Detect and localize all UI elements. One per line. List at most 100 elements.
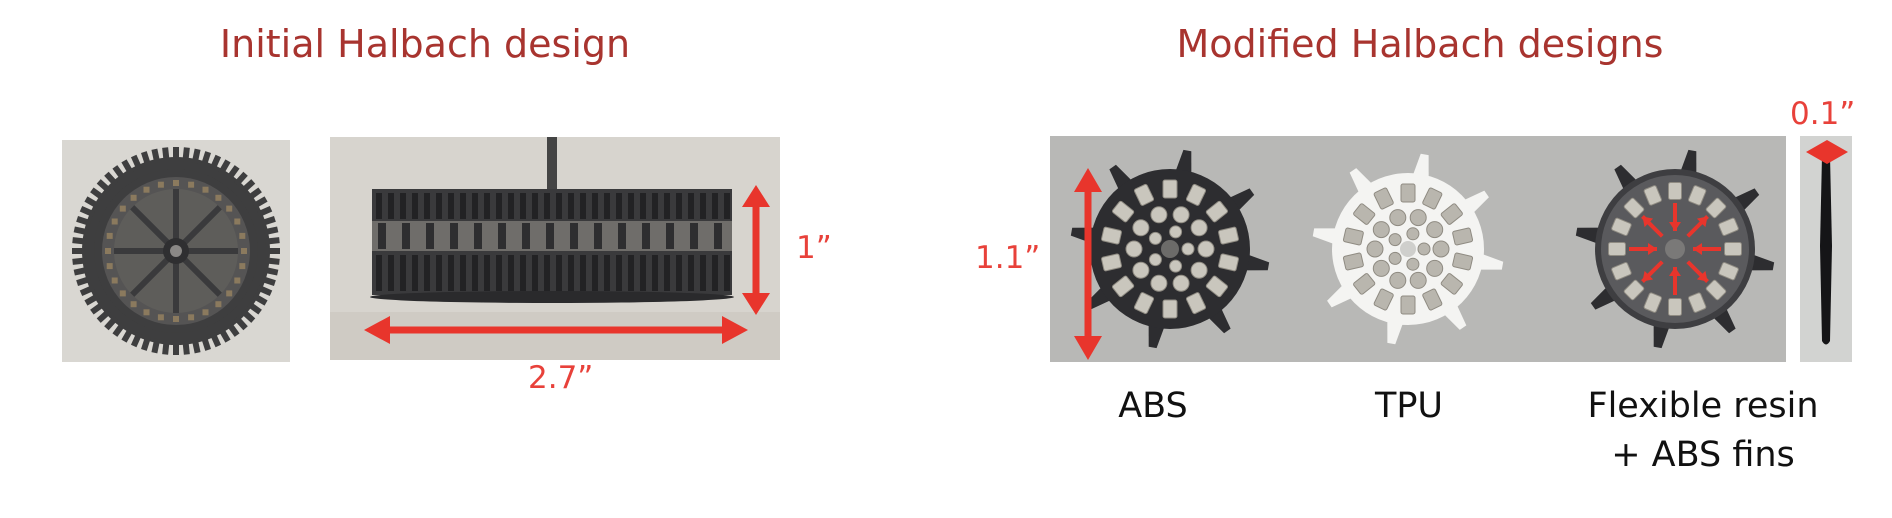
- side-tooth: [652, 193, 658, 219]
- magnet: [1668, 298, 1682, 316]
- diameter-label-initial: 2.7”: [528, 360, 594, 396]
- side-tooth: [520, 255, 526, 291]
- magnet: [1623, 279, 1645, 301]
- thickness-label: 0.1”: [1790, 96, 1856, 132]
- side-slot: [690, 223, 698, 249]
- magnet: [1172, 206, 1190, 224]
- height-arrow: [742, 185, 770, 315]
- side-tooth: [700, 193, 706, 219]
- gear-magnet: [239, 263, 246, 270]
- gear-tooth: [73, 226, 89, 236]
- side-tooth: [568, 193, 574, 219]
- magnet: [1205, 275, 1228, 298]
- magnet: [1688, 292, 1707, 313]
- initial-design-title: Initial Halbach design: [219, 22, 631, 66]
- magnet: [1688, 185, 1707, 206]
- gear-tooth: [76, 275, 92, 286]
- gear-tooth: [84, 196, 100, 209]
- magnet: [1388, 233, 1402, 247]
- magnet: [1342, 252, 1364, 271]
- side-tooth: [688, 193, 694, 219]
- side-tooth: [580, 193, 586, 219]
- side-tooth: [712, 255, 718, 291]
- gear-tooth: [79, 205, 96, 218]
- gear-magnet: [173, 316, 179, 322]
- side-tooth: [640, 193, 646, 219]
- magnet: [1643, 292, 1662, 313]
- magnet: [1218, 226, 1239, 245]
- gear-magnet: [157, 181, 164, 188]
- side-tooth: [628, 255, 634, 291]
- gear-tooth: [130, 331, 143, 348]
- gear-tooth: [218, 159, 231, 175]
- side-tooth: [388, 255, 394, 291]
- side-tooth: [724, 193, 730, 219]
- magnet: [1112, 275, 1135, 298]
- gear-tooth: [240, 179, 256, 194]
- gear-magnet: [111, 218, 118, 225]
- magnetization-arrow: [1686, 260, 1709, 283]
- magnet: [1197, 240, 1215, 258]
- gear-tooth: [247, 301, 262, 315]
- side-tooth: [448, 255, 454, 291]
- side-tooth: [556, 193, 562, 219]
- gear-tooth: [260, 216, 276, 227]
- gear-tooth: [263, 266, 279, 276]
- gear-magnet: [119, 205, 126, 212]
- side-slot: [426, 223, 434, 249]
- modified-designs-title: Modified Halbach designs: [1176, 22, 1664, 66]
- side-tooth: [556, 255, 562, 291]
- abs-disc: [1070, 149, 1270, 349]
- gear-tooth: [104, 315, 119, 331]
- gear-tooth: [265, 237, 280, 245]
- magnet: [1190, 219, 1208, 237]
- magnetization-arrow: [1686, 215, 1709, 238]
- gear-tooth: [182, 147, 190, 162]
- gear-tooth: [226, 322, 240, 337]
- magnet: [1172, 274, 1190, 292]
- gear-magnet: [157, 314, 164, 321]
- side-tooth: [664, 255, 670, 291]
- flex-resin-caption: Flexible resin + ABS fins: [1587, 382, 1818, 480]
- gear-tooth: [141, 151, 152, 167]
- magnetization-arrow: [1693, 243, 1721, 255]
- side-tooth: [496, 193, 502, 219]
- side-tooth: [436, 255, 442, 291]
- magnet: [1705, 279, 1727, 301]
- gear-tooth: [162, 147, 170, 162]
- gear-tooth: [72, 237, 87, 245]
- side-tooth: [568, 255, 574, 291]
- magnet: [1185, 183, 1207, 206]
- gear-magnet: [234, 218, 241, 225]
- modified-designs-photo: [1050, 136, 1786, 362]
- side-slot: [378, 223, 386, 249]
- side-tooth: [676, 193, 682, 219]
- thickness-photo: [1800, 136, 1852, 362]
- gear-tooth: [191, 148, 201, 164]
- magnet: [1388, 251, 1402, 265]
- magnet: [1400, 183, 1416, 203]
- side-slot: [450, 223, 458, 249]
- gear-magnet: [143, 309, 150, 316]
- magnet: [1372, 259, 1390, 277]
- side-tooth: [496, 255, 502, 291]
- side-tooth: [640, 255, 646, 291]
- magnet: [1190, 261, 1208, 279]
- magnet: [1718, 262, 1739, 281]
- side-slot: [594, 223, 602, 249]
- magnet: [1409, 271, 1427, 289]
- diameter-arrow-initial: [364, 316, 748, 344]
- magnet: [1125, 240, 1143, 258]
- flex-resin-disc: [1575, 149, 1775, 349]
- side-slot: [498, 223, 506, 249]
- magnet: [1373, 288, 1394, 311]
- gear-tooth: [84, 293, 100, 306]
- gear-tooth: [151, 338, 161, 354]
- side-tooth: [520, 193, 526, 219]
- gear-tooth: [247, 187, 262, 201]
- magnet: [1452, 252, 1474, 271]
- side-tooth: [460, 255, 466, 291]
- diameter-label-modified: 1.1”: [975, 240, 1041, 276]
- tpu-disc: [1312, 153, 1504, 345]
- magnet: [1353, 203, 1376, 225]
